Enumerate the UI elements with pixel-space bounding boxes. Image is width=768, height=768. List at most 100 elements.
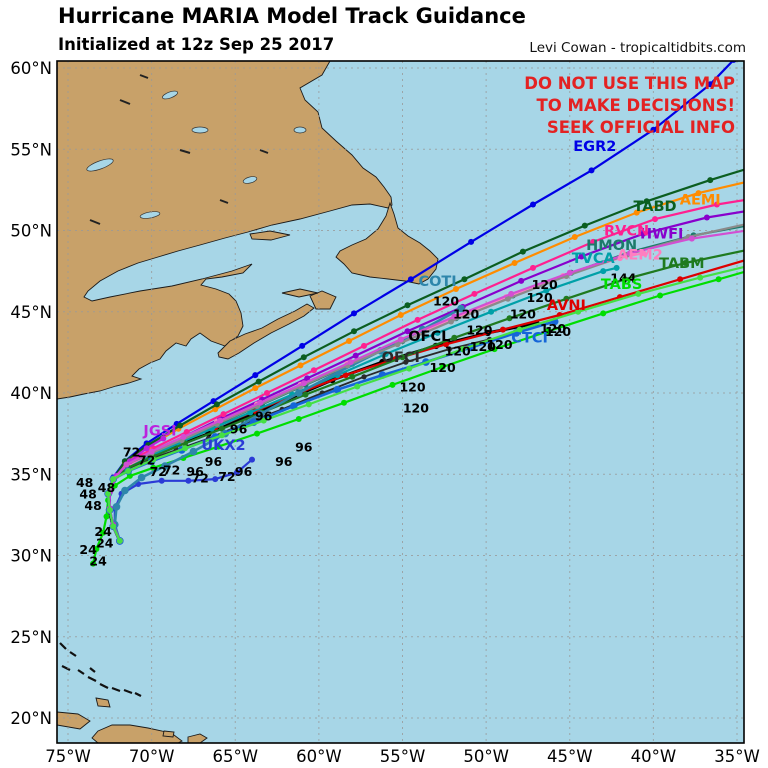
track-point-unlabeled-19 [406,365,413,372]
lake-5 [162,90,178,100]
model-label-aemi: AEMI [680,193,721,209]
lake-3 [242,176,258,184]
track-point-unlabeled-19 [305,401,312,408]
hour-label-120: 120 [466,323,492,338]
track-point-egr2 [530,201,536,208]
track-point-ukx2 [249,456,255,463]
track-point-rvcn [361,342,367,349]
track-point-rvcn [183,429,190,435]
hour-label-120: 120 [433,293,459,308]
track-point-rvcn [310,367,317,374]
track-point-tabd [581,222,588,229]
land-polygon-9 [95,697,111,708]
track-point-tvca [600,268,607,275]
bahamas-island-2 [61,665,71,671]
lake-0 [86,158,114,172]
track-point-egr2 [252,372,259,379]
hour-label-144: 144 [610,271,636,286]
track-point-aemi [744,179,750,185]
lat-tick-label: 20°N [10,709,52,728]
hour-label-96: 96 [275,454,293,469]
track-point-unlabeled-16 [504,295,511,302]
model-label-coti: COTI [418,274,456,290]
track-point-jgsi [143,445,150,452]
track-point-tvca [434,329,441,336]
track-point-avni [443,341,449,348]
hour-label-120: 120 [540,321,566,336]
track-point-tabd [461,276,468,283]
track-point-unlabeled-19 [575,308,582,315]
lon-tick-label: 35°W [714,747,760,766]
hour-label-48: 48 [79,487,96,502]
lon-tick-label: 60°W [296,747,342,766]
track-point-tabs [600,310,607,317]
bahamas-island-4 [87,676,97,682]
hour-label-120: 120 [527,290,553,305]
track-point-tabs [715,276,722,283]
track-point-hwfi [640,230,647,237]
small-lake-mark-5 [139,74,149,79]
lake-2 [191,126,209,134]
track-point-unlabeled-19 [459,346,466,353]
hour-label-120: 120 [545,324,571,339]
model-label-ofci: OFCI [382,350,420,366]
track-point-tabd [351,328,357,335]
grid-lines [57,61,744,743]
track-point-unlabeled-16 [744,221,750,227]
bahamas-island-7 [123,688,133,695]
small-lake-mark-4 [259,149,269,154]
track-point-tabm [399,354,406,361]
track-point-unlabeled-16 [448,318,454,325]
track-point-tabs [389,381,396,388]
track-point-unlabeled-18 [123,461,130,468]
small-lake-mark-0 [119,99,131,105]
track-point-tabs [341,399,347,406]
track-point-unlabeled-19 [150,456,157,463]
track-point-tabd [404,302,411,309]
track-point-coti [161,462,169,470]
model-label-rvcn: RVCN [604,223,649,239]
hour-label-48: 48 [98,480,115,495]
hour-label-24: 24 [89,553,107,568]
track-point-tabm [506,315,513,322]
track-point-tabs [93,546,100,552]
track-point-unlabeled-18 [451,313,458,320]
model-label-tvca: TVCA [572,251,616,267]
track-point-tabd [300,354,307,361]
track-point-unlabeled-18 [508,290,515,297]
track-point-avni [744,257,750,263]
track-point-tabs [215,443,222,450]
model-label-aem2: AEM2 [617,248,663,264]
model-label-avni: AVNI [547,298,586,314]
track-point-unlabeled-19 [697,274,704,281]
track-point-rvcn [744,197,750,203]
track-point-tabm [563,295,570,302]
track-point-unlabeled-19 [125,468,132,474]
init-time-subtitle: Initialized at 12z Sep 25 2017 [58,35,335,54]
track-point-egr2 [299,342,306,349]
track-point-avni [499,326,506,333]
lon-tick-label: 45°W [547,747,593,766]
land-polygon-2 [309,290,337,310]
track-point-hwfi [703,214,710,221]
track-point-tvca [488,308,495,315]
track-point-tabm [744,247,750,253]
track-point-unlabeled-18 [397,336,404,343]
hour-label-120: 120 [453,306,479,321]
hour-label-24: 24 [79,542,97,557]
track-point-aemi [695,190,702,197]
lat-tick-label: 35°N [10,465,52,484]
track-point-coti [121,486,129,495]
track-point-unlabeled-19 [354,383,361,390]
track-point-tabd [707,177,714,184]
track-point-tabs [545,328,551,335]
track-point-tabs [744,268,750,274]
track-point-unlabeled-18 [566,269,573,276]
bahamas-island-8 [134,692,142,697]
bahamas-island-3 [77,669,85,675]
track-point-avni [342,372,349,379]
hour-label-120: 120 [470,339,496,354]
track-point-rvcn [590,238,597,245]
track-point-tvca [247,409,254,416]
